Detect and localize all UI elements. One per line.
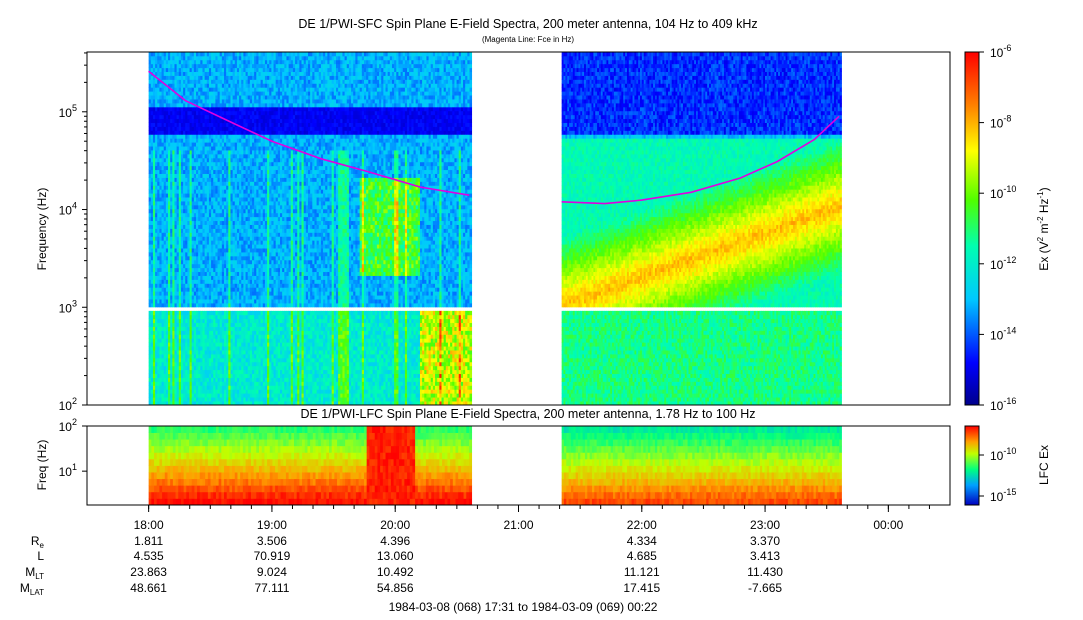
sfc-subtitle: (Magenta Line: Fce in Hz) (482, 35, 574, 44)
sfc-title: DE 1/PWI-SFC Spin Plane E-Field Spectra,… (298, 17, 757, 31)
